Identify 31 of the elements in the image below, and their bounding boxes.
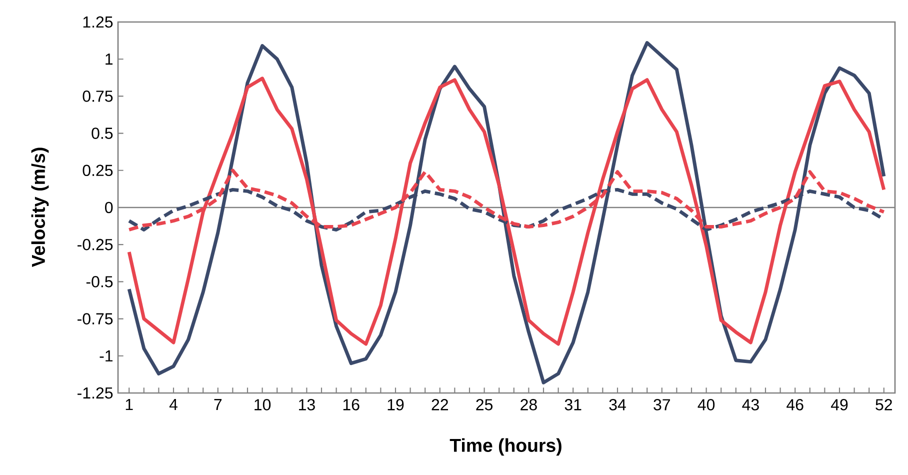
x-tick-label: 10 <box>254 399 271 410</box>
y-tick-label: -0.25 <box>78 238 113 250</box>
y-tick-label: 0.5 <box>92 128 113 139</box>
y-tick-label: 0.75 <box>82 90 113 102</box>
y-axis-title: Velocity (m/s) <box>31 148 49 268</box>
x-tick-label: 16 <box>343 399 360 410</box>
x-tick-label: 34 <box>609 399 626 410</box>
x-tick-label: 28 <box>520 399 537 410</box>
y-tick-label: -1.25 <box>78 387 113 399</box>
x-tick-label: 7 <box>214 399 222 410</box>
x-tick-label: 40 <box>698 399 715 410</box>
x-tick-label: 37 <box>654 399 670 410</box>
x-axis-title: Time (hours) <box>450 438 562 456</box>
x-tick-label: 1 <box>126 399 133 410</box>
x-tick-label: 46 <box>786 399 804 410</box>
x-tick-label: 25 <box>476 399 493 410</box>
x-tick-label: 43 <box>742 399 759 410</box>
y-tick-label: -0.75 <box>78 313 113 324</box>
y-tick-label: 0 <box>105 202 113 214</box>
x-tick-label: 22 <box>432 399 448 410</box>
y-tick-label: 1 <box>106 54 113 65</box>
x-tick-label: 31 <box>564 399 582 410</box>
y-tick-label: 1.25 <box>83 16 113 28</box>
x-tick-label: 4 <box>169 399 178 410</box>
x-tick-label: 19 <box>388 399 404 410</box>
x-tick-label: 13 <box>299 399 315 410</box>
y-tick-label: -0.5 <box>86 276 113 288</box>
x-tick-label: 52 <box>876 399 892 410</box>
x-tick-label: 49 <box>830 399 848 410</box>
y-tick-label: 0.25 <box>82 164 113 176</box>
y-tick-label: -1 <box>100 350 113 362</box>
